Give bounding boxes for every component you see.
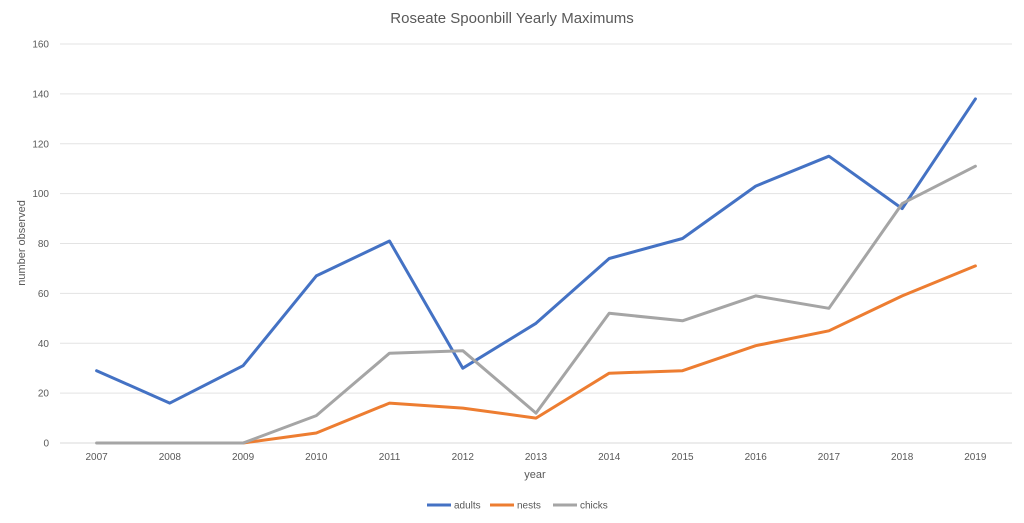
x-tick-label: 2011 (379, 452, 401, 463)
x-tick-label: 2008 (159, 452, 182, 463)
legend-item-nests: nests (490, 501, 541, 512)
y-tick-label: 120 (32, 139, 49, 150)
x-tick-label: 2014 (598, 452, 621, 463)
legend: adults nests chicks (427, 501, 608, 512)
y-axis-title: number observed (16, 200, 28, 286)
series-lines (95, 97, 977, 445)
x-tick-label: 2013 (525, 452, 548, 463)
x-axis-title: year (524, 469, 546, 481)
legend-item-adults: adults (427, 501, 481, 512)
gridlines (60, 43, 1012, 444)
y-tick-label: 140 (32, 89, 49, 100)
x-tick-label: 2019 (964, 452, 987, 463)
x-axis-ticks: 2007 2008 2009 2010 2011 2012 2013 2014 2015 2016… (85, 452, 986, 463)
y-tick-label: 20 (38, 389, 50, 400)
series-line-chicks (95, 164, 977, 445)
y-tick-label: 160 (32, 40, 49, 51)
y-tick-label: 80 (38, 239, 50, 250)
x-tick-label: 2016 (745, 452, 768, 463)
chart-title: Roseate Spoonbill Yearly Maximums (390, 10, 634, 27)
y-tick-label: 100 (32, 189, 49, 200)
series-line-nests (241, 264, 977, 445)
x-tick-label: 2010 (305, 452, 328, 463)
legend-label: chicks (580, 501, 608, 512)
legend-item-chicks: chicks (553, 501, 608, 512)
x-tick-label: 2007 (85, 452, 108, 463)
series-line-adults (95, 97, 977, 405)
legend-label: adults (454, 501, 481, 512)
y-tick-label: 60 (38, 289, 50, 300)
y-axis-ticks: 0 20 40 60 80 100 120 140 160 (32, 40, 49, 450)
x-tick-label: 2009 (232, 452, 255, 463)
x-tick-label: 2017 (818, 452, 841, 463)
legend-label: nests (517, 501, 541, 512)
y-tick-label: 40 (38, 339, 50, 350)
x-tick-label: 2015 (671, 452, 694, 463)
x-tick-label: 2012 (452, 452, 475, 463)
y-tick-label: 0 (43, 439, 49, 450)
x-tick-label: 2018 (891, 452, 914, 463)
